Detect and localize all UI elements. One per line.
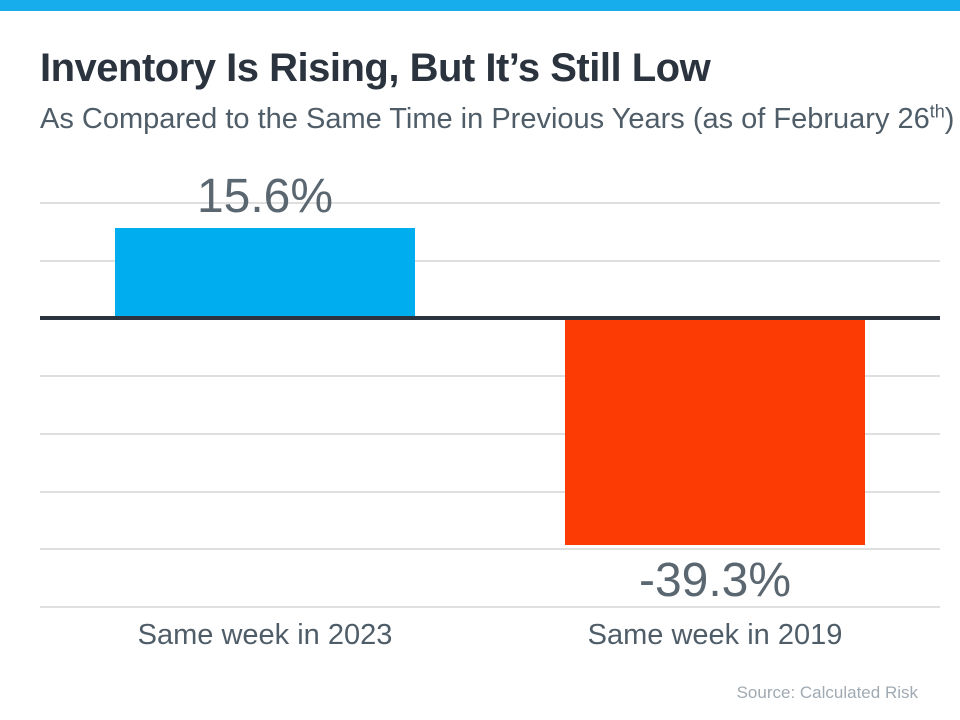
value-label-same-week-in-2023: 15.6% [196, 170, 334, 224]
source-note: Source: Calculated Risk [736, 683, 918, 702]
chart-subtitle-text: As Compared to the Same Time in Previous… [40, 103, 930, 135]
gridline--10 [40, 375, 940, 378]
zero-axis-line [40, 316, 940, 321]
gridline--20 [40, 432, 940, 435]
chart-subtitle-suffix: ) [944, 103, 955, 135]
gridline--50 [40, 606, 940, 608]
gridline-10 [40, 259, 940, 262]
plot-area: 15.6% -39.3% [40, 171, 940, 608]
gridline-20 [40, 202, 940, 204]
bar-same-week-in-2023 [115, 228, 415, 319]
gridline--40 [40, 548, 940, 551]
chart-subtitle-superscript: th [929, 101, 945, 122]
bar-same-week-in-2019 [565, 318, 865, 546]
top-accent-bar [0, 0, 960, 11]
gridline--30 [40, 490, 940, 493]
value-label-same-week-in-2019: -39.3% [638, 554, 792, 608]
category-label-same-week-in-2023: Same week in 2023 [137, 619, 393, 651]
chart-title: Inventory Is Rising, But It’s Still Low [40, 46, 711, 90]
chart-subtitle: As Compared to the Same Time in Previous… [40, 101, 955, 136]
category-label-same-week-in-2019: Same week in 2019 [587, 619, 843, 651]
